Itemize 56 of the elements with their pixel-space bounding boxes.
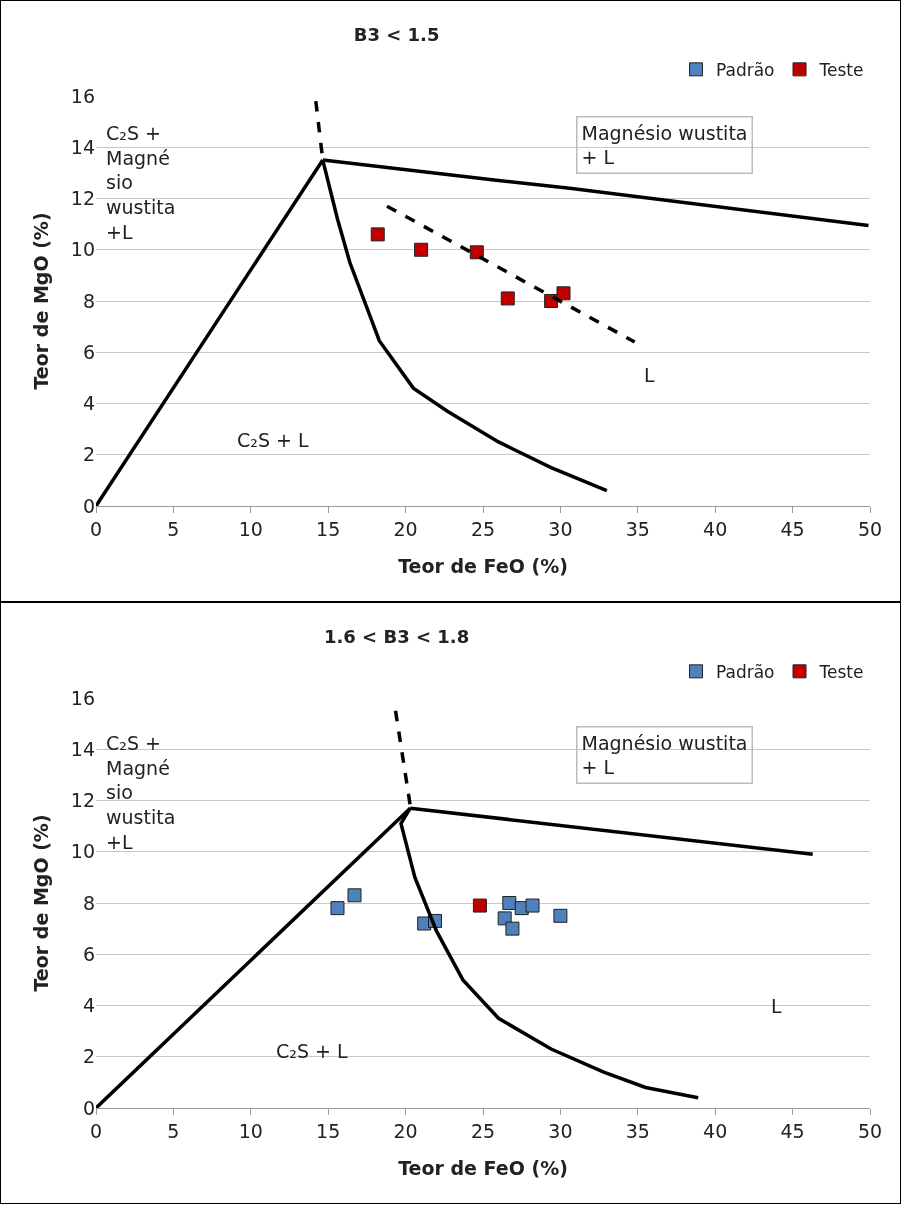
x-tick-label: 50	[857, 1119, 883, 1142]
legend-label: Padrão	[716, 59, 775, 80]
y-tick-label: 14	[70, 737, 95, 760]
y-tick-label: 4	[82, 392, 95, 415]
y-tick-label: 2	[82, 1045, 95, 1068]
x-tick-label: 25	[470, 1119, 496, 1142]
y-tick-label: 16	[70, 686, 95, 709]
x-tick-label: 15	[316, 517, 341, 540]
annotation: L	[771, 995, 782, 1017]
x-tick-label: 50	[857, 517, 883, 540]
y-tick-label: 8	[82, 289, 95, 312]
y-tick-label: 0	[82, 494, 95, 517]
annotation: Magnésio wustita + L	[581, 121, 748, 169]
chart-title: 1.6 < B3 < 1.8	[323, 625, 470, 647]
x-tick-label: 45	[780, 1119, 805, 1142]
y-tick-label: 14	[70, 135, 95, 158]
annotation: C₂S + L	[237, 429, 309, 451]
x-axis-title: Teor de FeO (%)	[398, 555, 568, 577]
y-axis-title: Teor de MgO (%)	[30, 814, 52, 992]
annotation: C₂S + Magné sio wustita +L	[106, 732, 176, 853]
annotation: L	[644, 364, 655, 386]
x-tick-label: 20	[393, 517, 418, 540]
y-tick-label: 12	[70, 187, 95, 210]
annotation: Magnésio wustita + L	[581, 731, 748, 779]
x-tick-label: 10	[238, 1119, 263, 1142]
x-tick-label: 30	[548, 1119, 573, 1142]
y-tick-label: 10	[70, 238, 95, 261]
y-tick-label: 2	[82, 443, 95, 466]
y-axis-title: Teor de MgO (%)	[30, 212, 52, 390]
chart-title: B3 < 1.5	[353, 23, 440, 45]
x-tick-label: 35	[625, 517, 650, 540]
y-tick-label: 0	[82, 1096, 95, 1119]
y-tick-label: 6	[82, 340, 95, 363]
x-tick-label: 40	[703, 1119, 728, 1142]
y-tick-label: 16	[70, 84, 95, 107]
x-tick-label: 35	[625, 1119, 650, 1142]
annotation: C₂S + Magné sio wustita +L	[106, 122, 176, 243]
annotation: C₂S + L	[276, 1040, 348, 1062]
x-axis-title: Teor de FeO (%)	[398, 1157, 568, 1179]
x-tick-label: 20	[393, 1119, 418, 1142]
legend-label: Teste	[818, 59, 864, 80]
legend-label: Padrão	[716, 661, 775, 682]
x-tick-label: 25	[470, 517, 496, 540]
y-tick-label: 8	[82, 891, 95, 914]
x-tick-label: 10	[238, 517, 263, 540]
y-tick-label: 12	[70, 789, 95, 812]
legend-label: Teste	[818, 661, 864, 682]
y-tick-label: 4	[82, 994, 95, 1017]
x-tick-label: 15	[316, 1119, 341, 1142]
y-tick-label: 6	[82, 942, 95, 965]
y-tick-label: 10	[70, 840, 95, 863]
x-tick-label: 40	[703, 517, 728, 540]
x-tick-label: 5	[167, 1119, 180, 1142]
x-tick-label: 5	[167, 517, 180, 540]
x-tick-label: 45	[780, 517, 805, 540]
x-tick-label: 30	[548, 517, 573, 540]
